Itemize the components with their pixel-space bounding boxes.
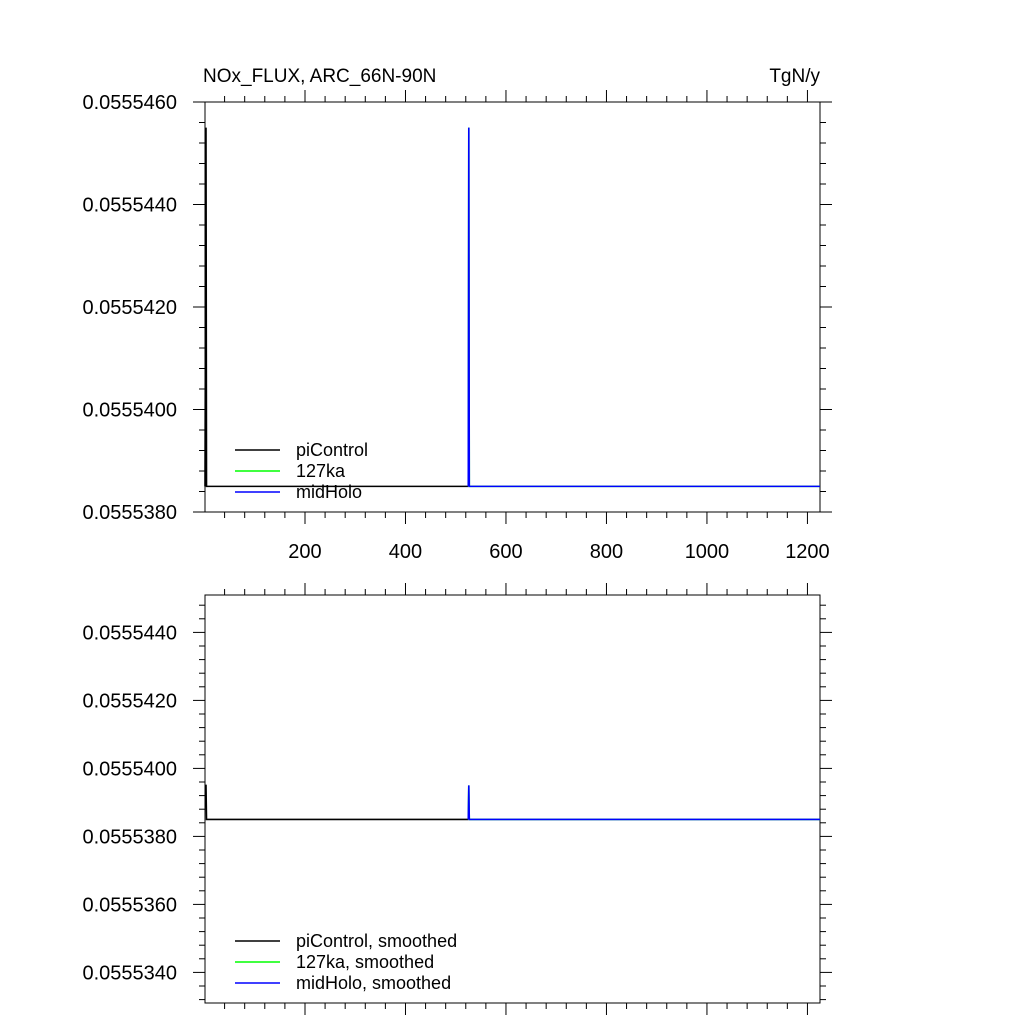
series-line-picontrol-smoothed — [205, 784, 469, 821]
legend-label: 127ka, smoothed — [296, 952, 434, 972]
legend-label: midHolo, smoothed — [296, 973, 451, 993]
legend-label: piControl, smoothed — [296, 931, 457, 951]
y-tick-label: 0.0555440 — [82, 622, 177, 644]
bottom-panel: 0.0555340 0.0555360 0.0555380 0.0555400 0.05… — [82, 583, 832, 1015]
series-line-127ka-smoothed — [467, 785, 820, 821]
y-tick-label: 0.0555360 — [82, 894, 177, 916]
plot-frame — [204, 594, 821, 1004]
y-tick-label: 0.0555420 — [82, 297, 177, 319]
legend-label: piControl — [296, 440, 368, 460]
x-tick-label: 1000 — [685, 541, 730, 563]
y-tick-label: 0.0555400 — [82, 400, 177, 422]
y-tick-label: 0.0555380 — [82, 826, 177, 848]
y-tick-label: 0.0555380 — [82, 502, 177, 524]
legend-label: midHolo — [296, 482, 362, 502]
y-tick-label: 0.0555400 — [82, 758, 177, 780]
y-tick-label: 0.0555420 — [82, 690, 177, 712]
series-line-midholo-smoothed — [467, 785, 820, 821]
y-tick-label: 0.0555440 — [82, 195, 177, 217]
y-tick-label: 0.0555340 — [82, 962, 177, 984]
y-tick-label: 0.0555460 — [82, 92, 177, 114]
x-tick-label: 800 — [590, 541, 623, 563]
series-line-midholo — [467, 127, 820, 488]
series-line-picontrol — [204, 127, 469, 488]
legend-label: 127ka — [296, 461, 346, 481]
x-tick-label: 200 — [288, 541, 321, 563]
x-tick-label: 600 — [489, 541, 522, 563]
chart-title: NOx_FLUX, ARC_66N-90N — [203, 66, 436, 87]
series-line-127ka — [467, 127, 820, 488]
x-tick-label: 1200 — [785, 541, 830, 563]
top-panel: 200 400 600 800 1000 1200 0.0555380 0.0555400 0.… — [82, 66, 832, 563]
units-label: TgN/y — [769, 66, 820, 87]
x-tick-label: 400 — [389, 541, 422, 563]
